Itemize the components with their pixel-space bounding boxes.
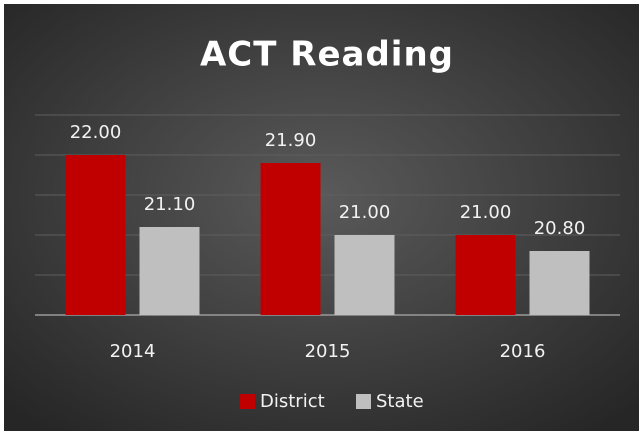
chart-title: ACT Reading: [200, 35, 454, 75]
x-tick-label: 2016: [500, 341, 546, 362]
data-label: 21.90: [265, 130, 317, 151]
data-label: 20.80: [534, 218, 586, 239]
bar: [139, 227, 200, 315]
bar: [260, 163, 321, 315]
bar: [65, 155, 126, 315]
data-label: 21.00: [460, 202, 512, 223]
x-tick-label: 2015: [305, 341, 351, 362]
bar: [529, 251, 590, 315]
x-tick-label: 2014: [110, 341, 156, 362]
legend-label: State: [376, 391, 424, 412]
data-label: 21.10: [144, 194, 196, 215]
data-label: 21.00: [339, 202, 391, 223]
data-label: 22.00: [70, 122, 122, 143]
legend-swatch: [240, 394, 255, 409]
bar: [334, 235, 395, 315]
legend-label: District: [260, 391, 325, 412]
legend-swatch: [356, 394, 371, 409]
bar: [455, 235, 516, 315]
